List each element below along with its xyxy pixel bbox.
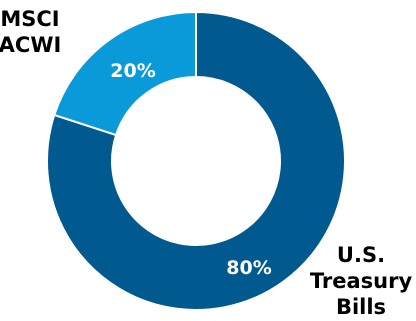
category-label-msci-acwi: MSCI ACWI <box>0 7 61 57</box>
category-label-msci-acwi-line-1: MSCI <box>0 7 59 31</box>
category-label-treasury-bills-line-2: Treasury <box>310 269 413 293</box>
slice-label-msci-acwi: 20% <box>110 60 155 82</box>
chart-slices <box>47 12 345 310</box>
category-label-treasury-bills-line-3: Bills <box>336 295 386 319</box>
slice-label-treasury-bills: 80% <box>226 257 271 279</box>
category-label-treasury-bills-line-1: U.S. <box>337 243 385 267</box>
category-label-treasury-bills: U.S. Treasury Bills <box>310 243 413 319</box>
category-label-msci-acwi-line-2: ACWI <box>0 33 61 57</box>
